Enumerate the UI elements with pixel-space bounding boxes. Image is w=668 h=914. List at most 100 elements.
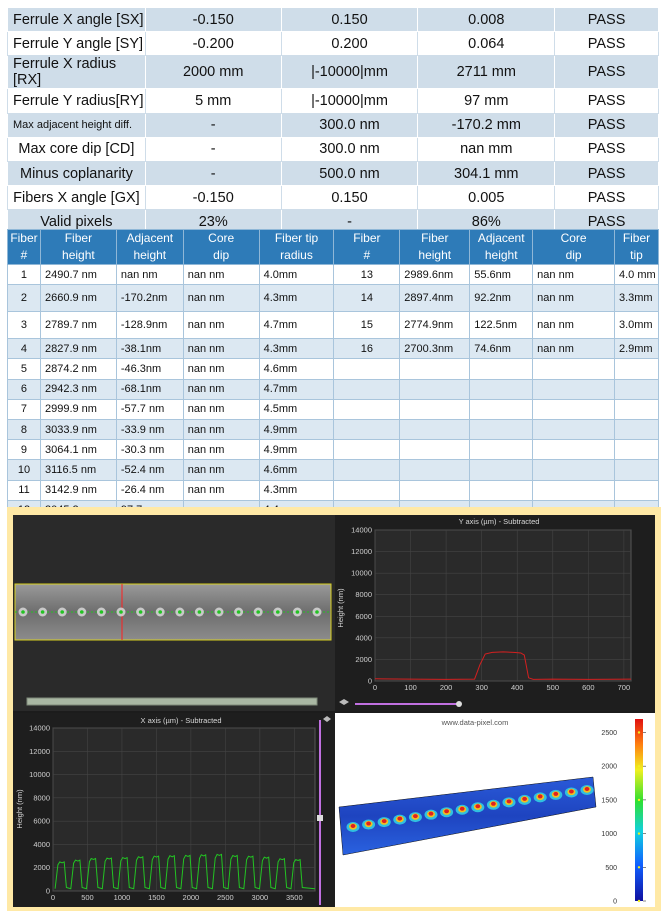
spot-peak	[584, 787, 590, 791]
colorbar-tick-label: 2000	[601, 764, 617, 771]
fiber-h-cell: 3116.5 nm	[39, 459, 117, 481]
fiber-core	[217, 610, 221, 614]
fiber-h-cell	[399, 398, 471, 420]
summary-label-cell: Ferrule Y angle [SY]	[7, 31, 146, 57]
fiber-core	[60, 610, 64, 614]
fiber-h-cell: 2999.9 nm	[39, 398, 117, 420]
fiber-adj-cell	[469, 459, 534, 481]
fiber-n-cell: 5	[7, 358, 41, 380]
y-chart: 14000 12000 10000 8000 6000 4000 2000 00 100 200 3…	[351, 526, 632, 692]
spot-peak	[506, 799, 512, 804]
fiber-tip-cell: 4.9mm	[258, 439, 335, 461]
col-fiber-number: Fiber #	[7, 229, 41, 265]
fiber-h-cell	[399, 439, 471, 461]
col-core-dip: Core dip	[182, 229, 260, 265]
x-chart-hand-icon[interactable]	[323, 716, 331, 722]
x-chart-scrollbar[interactable]	[319, 720, 321, 905]
x-chart-xtick-label: 1000	[114, 893, 131, 902]
summary-max-cell: |-10000|mm	[280, 55, 419, 90]
fiber-core-cell: nan nm	[182, 398, 260, 420]
summary-label-cell: Fibers X angle [GX]	[7, 185, 146, 211]
measurement-viewer: Y axis (µm) - Subtracted 14000 12000 10000…	[7, 507, 661, 911]
summary-label-cell: Ferrule Y radius[RY]	[7, 88, 146, 114]
fiber-row: 3 2789.7 nm -128.9nm nan nm 4.7mm 15 2774.9nm 1…	[7, 311, 660, 340]
fiber-core-cell: nan nm	[182, 263, 260, 286]
summary-value-cell: 0.064	[417, 31, 556, 57]
fiber-adj-cell: -68.1nm	[115, 378, 184, 400]
summary-row: Ferrule Y radius[RY] 5 mm |-10000|mm 97 mm P…	[7, 88, 659, 114]
fiber-adj-cell: -26.4 nm	[115, 479, 184, 501]
viewer-canvas: Y axis (µm) - Subtracted 14000 12000 10000…	[13, 515, 655, 907]
summary-value-cell: 0.008	[417, 6, 556, 33]
y-chart-xtick-label: 400	[511, 683, 524, 692]
fiber-adj-cell	[469, 479, 534, 501]
summary-max-cell: 500.0 nm	[280, 160, 419, 187]
summary-min-cell: 5 mm	[144, 88, 282, 114]
fiber-core	[236, 610, 241, 614]
fiber-core	[276, 610, 280, 614]
summary-row: Minus coplanarity -500.0 nm 304.1 mm PASS	[7, 160, 659, 187]
spot-peak	[350, 824, 356, 828]
fiber-h-cell: 3033.9 nm	[39, 418, 117, 441]
fiber-n-cell	[333, 378, 401, 400]
fiber-h-cell	[399, 418, 471, 441]
x-chart-xtick-label: 1500	[148, 893, 165, 902]
fiber-tip-cell	[613, 398, 660, 420]
x-chart-ytick-label: 2000	[33, 863, 50, 872]
y-chart-scrollbar[interactable]	[355, 703, 459, 705]
fiber-adj-cell	[469, 398, 534, 420]
spot-peak	[366, 821, 371, 826]
y-chart-ytick-label: 4000	[355, 633, 372, 642]
y-chart-xtick-label: 500	[547, 683, 560, 692]
fiber-tip-cell: 4.5mm	[258, 398, 335, 420]
x-chart-scroll-handle[interactable]	[317, 815, 323, 821]
image-scrollbar[interactable]	[26, 697, 318, 706]
fiber-core	[197, 610, 202, 614]
spot-peak	[397, 816, 403, 821]
fiber-n-cell	[333, 439, 401, 461]
fiber-n-cell	[333, 398, 401, 420]
fiber-core-cell	[532, 418, 615, 441]
spot-peak	[413, 814, 418, 819]
fiber-adj-cell: -46.3nm	[115, 358, 184, 380]
y-chart-scroll-handle[interactable]	[456, 701, 462, 707]
x-chart: 14000 12000 10000 8000 6000 4000 2000 00 500 1000…	[29, 724, 316, 902]
col-fiber-height: Fiber height	[39, 229, 117, 265]
fiber-h-cell: 2774.9nm	[399, 311, 471, 340]
summary-max-cell: 0.150	[280, 6, 419, 33]
fiber-core	[40, 610, 45, 614]
y-chart-hand-icon[interactable]	[339, 699, 349, 705]
fiber-n-cell: 16	[333, 338, 401, 360]
x-chart-xtick-label: 2500	[217, 893, 234, 902]
colorbar-tick-label: 500	[605, 865, 617, 872]
fiber-adj-cell	[469, 439, 534, 461]
x-chart-xtick-label: 2000	[183, 893, 200, 902]
y-chart-ytick-label: 12000	[351, 547, 372, 556]
fiber-tip-cell: 4.9mm	[258, 418, 335, 441]
x-chart-ytick-label: 4000	[33, 840, 50, 849]
summary-label-cell: Ferrule X radius [RX]	[7, 55, 146, 90]
colorbar-tick-label: 0	[613, 899, 617, 906]
fiber-h-cell	[399, 378, 471, 400]
fiber-core-cell: nan nm	[182, 378, 260, 400]
fiber-tip-cell	[613, 479, 660, 501]
summary-min-cell: -0.150	[144, 6, 282, 33]
fiber-adj-cell: 74.6nm	[469, 338, 534, 360]
col-fiber-number-2: Fiber #	[333, 229, 401, 265]
fiber-core-cell: nan nm	[182, 284, 260, 313]
fiber-adj-cell	[469, 378, 534, 400]
fiber-n-cell: 14	[333, 284, 401, 313]
spot-peak	[491, 801, 496, 806]
fiber-h-cell: 2897.4nm	[399, 284, 471, 313]
fiber-tip-cell: 2.9mm	[613, 338, 660, 360]
fiber-row: 2 2660.9 nm -170.2nm nan nm 4.3mm 14 2897.4nm 9…	[7, 284, 660, 313]
col-fiber-tip-radius: Fiber tip radius	[258, 229, 335, 265]
viewer-graphics: Y axis (µm) - Subtracted 140001200010000…	[13, 515, 655, 907]
spot-peak	[475, 804, 481, 809]
summary-min-cell: -0.200	[144, 31, 282, 57]
x-chart-xtick-label: 3500	[286, 893, 303, 902]
summary-status-cell: PASS	[554, 6, 659, 33]
fiber-row: 8 3033.9 nm -33.9 nm nan nm 4.9mm	[7, 418, 660, 441]
summary-max-cell: 300.0 nm	[280, 136, 419, 162]
fiber-n-cell	[333, 459, 401, 481]
